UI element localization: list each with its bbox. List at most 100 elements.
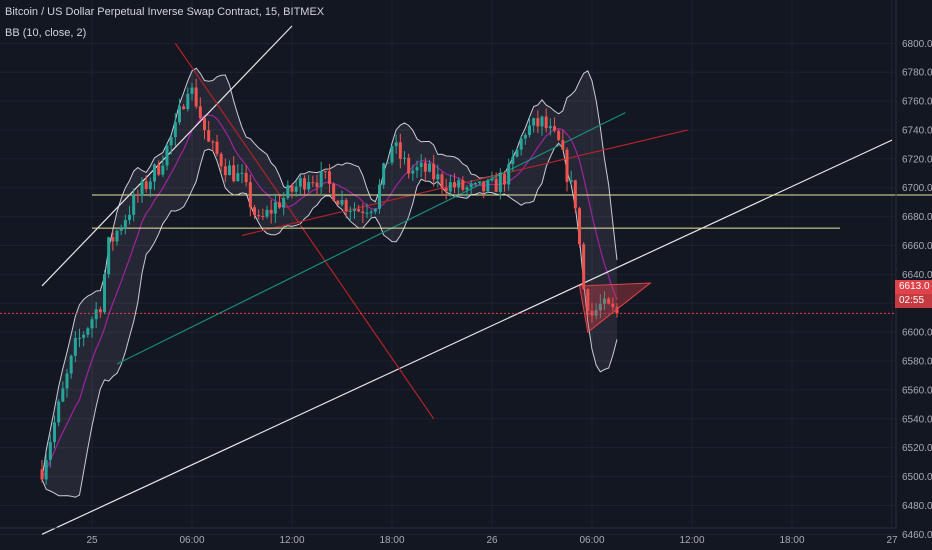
candle-body: [228, 165, 231, 176]
candle-body: [278, 202, 281, 208]
candle-body: [586, 289, 590, 312]
candle-body: [357, 209, 361, 212]
candle-body: [240, 172, 244, 174]
drawing-tools[interactable]: [41, 25, 932, 535]
candle-body: [311, 182, 315, 184]
candle-body: [53, 422, 56, 443]
price-tick-label: 6600.0: [902, 328, 932, 339]
candle-body: [519, 138, 523, 150]
candle-body: [419, 162, 423, 168]
candle-body: [111, 237, 115, 242]
price-tick-label: 6640.0: [902, 270, 932, 281]
candle-body: [86, 328, 90, 335]
candle-body: [44, 459, 48, 480]
candle-body: [344, 200, 348, 212]
candle-body: [511, 156, 515, 165]
candle-body: [161, 165, 165, 175]
price-tick-label: 6460.0: [902, 530, 932, 541]
candle-body: [182, 106, 186, 110]
candle-body: [611, 303, 615, 307]
candle-body: [473, 183, 477, 185]
candle-body: [69, 355, 73, 374]
price-tick-label: 6500.0: [902, 472, 932, 483]
candle-body: [103, 274, 106, 313]
candle-body: [219, 153, 223, 167]
candle-body: [253, 207, 256, 216]
candle-body: [153, 164, 156, 182]
candle-body: [94, 309, 98, 320]
candle-body: [136, 194, 140, 196]
candle-body: [173, 122, 177, 138]
triangle-shape: [578, 282, 652, 334]
time-tick-label: 12:00: [279, 535, 304, 546]
price-tick-label: 6800.0: [902, 39, 932, 50]
candle-body: [453, 182, 456, 188]
time-tick-label: 12:00: [679, 535, 704, 546]
price-tick-label: 6740.0: [902, 125, 932, 136]
price-tick-label: 6540.0: [902, 414, 932, 425]
candle-body: [436, 174, 440, 180]
candle-body: [407, 157, 411, 174]
candle-body: [528, 125, 531, 136]
candle-body: [123, 220, 127, 229]
candle-body: [565, 149, 569, 182]
time-axis[interactable]: 25 06:00 12:00 18:00 26 06:00 12:00 18:00 27: [0, 527, 898, 546]
candle-body: [303, 178, 306, 190]
candle-body: [594, 310, 598, 316]
candle-body: [540, 116, 544, 127]
candle-body: [307, 182, 311, 190]
candle-body: [57, 401, 61, 423]
candle-body: [186, 93, 190, 110]
candle-body: [523, 135, 527, 139]
candle-body: [448, 182, 452, 192]
candle-body: [273, 202, 277, 214]
candle-body: [194, 87, 198, 107]
candle-body: [298, 178, 302, 187]
candle-body: [536, 118, 540, 127]
candle-body: [428, 163, 431, 172]
candle-body: [378, 184, 381, 209]
candle-body: [90, 319, 94, 329]
trendline-red: [174, 42, 435, 420]
candle-body: [403, 157, 406, 159]
candle-body: [265, 209, 269, 217]
candle-body: [348, 210, 352, 212]
candle-body: [369, 211, 373, 213]
candle-body: [465, 187, 469, 190]
candle-body: [190, 87, 194, 94]
candle-body: [444, 187, 448, 192]
candle-body: [48, 442, 52, 460]
candle-body: [140, 181, 144, 196]
candle-body: [315, 182, 319, 187]
candle-body: [478, 181, 481, 184]
candle-body: [415, 167, 419, 171]
candle-body: [328, 171, 331, 184]
candle-body: [365, 212, 369, 214]
candle-body: [261, 216, 265, 218]
chart-grid: [0, 0, 896, 535]
candle-body: [411, 170, 415, 174]
candle-body: [340, 200, 344, 205]
indicator-legend[interactable]: BB (10, close, 2): [5, 27, 87, 39]
price-tick-label: 6520.0: [902, 443, 932, 454]
candle-body: [115, 230, 119, 242]
candle-body: [61, 388, 65, 402]
price-tick-label: 6700.0: [902, 183, 932, 194]
price-tick-label: 6780.0: [902, 68, 932, 79]
candle-body: [548, 126, 552, 129]
candle-body: [373, 208, 377, 212]
candle-body: [394, 142, 398, 147]
candle-body: [336, 200, 340, 205]
triangle-drawing[interactable]: [578, 282, 652, 334]
candle-body: [382, 163, 386, 185]
candle-body: [232, 165, 236, 182]
candle-body: [569, 180, 573, 182]
candle-body: [423, 162, 427, 172]
price-tick-label: 6480.0: [902, 501, 932, 512]
candle-body: [323, 171, 327, 173]
time-tick-label: 06:00: [579, 535, 604, 546]
candle-body: [65, 373, 69, 389]
candle-body: [553, 126, 556, 131]
price-tick-label: 6680.0: [902, 212, 932, 223]
